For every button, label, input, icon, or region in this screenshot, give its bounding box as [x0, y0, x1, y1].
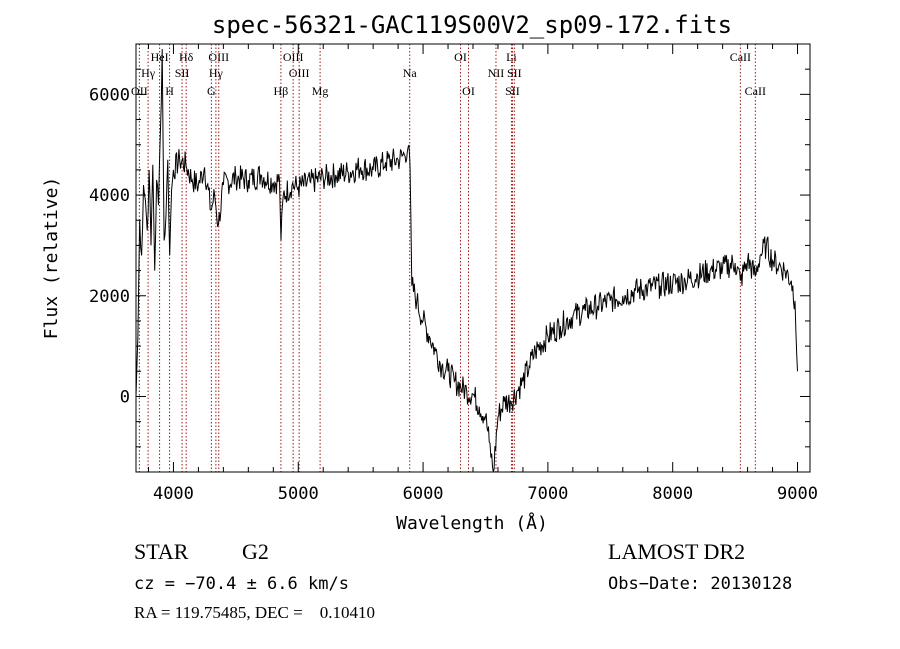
marker-label: OI	[462, 84, 475, 98]
y-tick-label: 0	[120, 387, 130, 407]
x-tick-label: 6000	[403, 484, 444, 504]
marker-label: SII	[175, 66, 190, 80]
marker-label: Mg	[312, 84, 329, 98]
y-tick-label: 4000	[89, 186, 130, 206]
chart-title: spec-56321-GAC119S00V2_sp09-172.fits	[212, 11, 732, 39]
marker-label: NII	[488, 66, 505, 80]
marker-label: Hγ	[209, 66, 224, 80]
marker-label: CaII	[730, 50, 751, 64]
marker-label: CaII	[745, 84, 766, 98]
marker-label: Na	[403, 66, 418, 80]
marker-label: HeI	[151, 50, 169, 64]
spectrum-line	[135, 48, 798, 473]
marker-label: Hγ	[141, 66, 156, 80]
plot-frame	[135, 43, 811, 473]
object-subclass: G2	[242, 539, 269, 564]
x-tick-label: 8000	[652, 484, 693, 504]
x-tick-label: 9000	[777, 484, 818, 504]
marker-label: Hβ	[274, 84, 289, 98]
marker-label: OII	[131, 84, 148, 98]
x-tick-label: 4000	[153, 484, 194, 504]
marker-label: OIII	[283, 50, 304, 64]
axis-ticks: 4000 5000 6000 7000 8000 9000 0 2000 4000 6000	[89, 43, 818, 504]
marker-label: SII	[507, 66, 522, 80]
y-axis-label: Flux (relative)	[41, 177, 62, 340]
x-tick-label: 7000	[527, 484, 568, 504]
marker-label: OIII	[208, 50, 229, 64]
ra-dec: RA = 119.75485, DEC = 0.10410	[134, 603, 375, 622]
marker-label: OIII	[289, 66, 310, 80]
spectrum-series	[135, 48, 798, 473]
marker-label: Hδ	[179, 50, 194, 64]
redshift-velocity: cz = −70.4 ± 6.6 km/s	[134, 574, 349, 594]
y-tick-label: 2000	[89, 287, 130, 307]
survey-name: LAMOST DR2	[608, 539, 746, 564]
observation-date: Obs−Date: 20130128	[608, 574, 793, 594]
y-tick-label: 6000	[89, 85, 130, 105]
marker-label: Li	[506, 50, 517, 64]
marker-label: SII	[505, 84, 520, 98]
marker-label: G	[207, 84, 216, 98]
object-class: STAR	[134, 539, 189, 564]
marker-label: H	[165, 84, 174, 98]
marker-label: OI	[454, 50, 467, 64]
x-tick-label: 5000	[278, 484, 319, 504]
x-axis-label: Wavelength (Å)	[396, 512, 548, 534]
